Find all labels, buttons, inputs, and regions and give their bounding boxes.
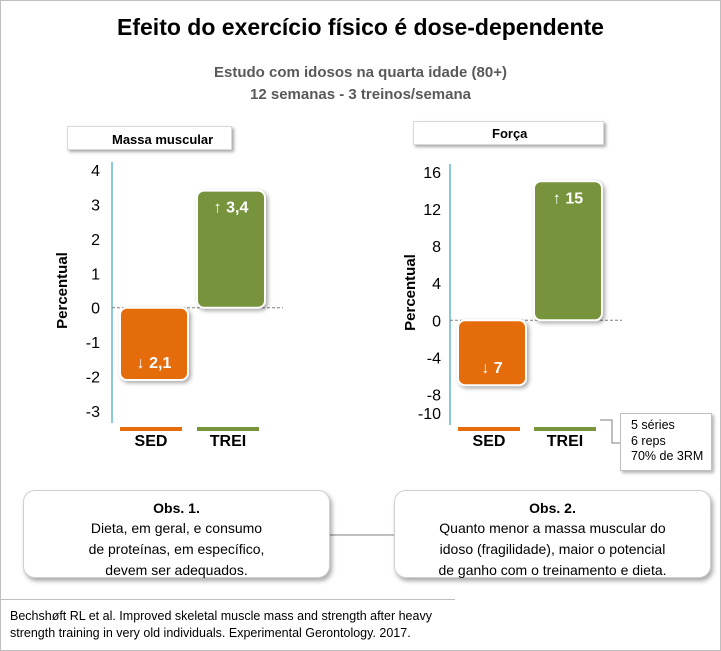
category-label: SED — [135, 433, 168, 450]
reference-divider — [0, 599, 455, 600]
y-tick-label: 4 — [432, 276, 441, 293]
reference-line-2: strength training in very old individual… — [10, 626, 411, 640]
y-tick-label: 12 — [423, 202, 441, 219]
category-swatch — [197, 427, 259, 431]
obs-2-line-1: Quanto menor a massa muscular do — [439, 520, 666, 536]
y-tick-label: 2 — [91, 232, 100, 249]
category-label: SED — [473, 433, 506, 450]
bar-sed: ↓ 2,1 — [119, 306, 189, 382]
obs-2-line-3: de ganho com o treinamento e dieta. — [438, 562, 667, 578]
bar-rect — [119, 306, 189, 382]
bar-rect — [533, 180, 603, 322]
y-tick-label: 0 — [91, 301, 100, 318]
y-tick-label: -10 — [418, 406, 441, 423]
y-tick-label: -3 — [86, 404, 100, 421]
obs-2-title: Obs. 2. — [529, 500, 576, 516]
subtitle-line-1: Estudo com idosos na quarta idade (80+) — [214, 64, 507, 81]
chart-2-title: Força — [413, 121, 604, 145]
obs-1-line-1: Dieta, em geral, e consumo — [90, 520, 263, 536]
bar-trei: ↑ 15 — [533, 180, 603, 322]
bar-rect — [196, 189, 266, 309]
reference: Bechshøft RL et al. Improved skeletal mu… — [10, 608, 432, 642]
note-line-reps: 6 reps — [631, 433, 666, 448]
category-swatch — [120, 427, 182, 431]
note-line-load: 70% de 3RM — [631, 449, 704, 463]
category-swatch — [458, 427, 520, 431]
obs-1-title: Obs. 1. — [153, 500, 200, 516]
bar-data-label: ↑ 3,4 — [214, 200, 249, 217]
bar-data-label: ↓ 7 — [481, 360, 502, 377]
training-protocol-note: 5 séries 6 reps 70% de 3RM — [620, 413, 712, 471]
obs-1-box: Obs. 1. Dieta, em geral, e consumo de pr… — [23, 490, 330, 578]
obs-1-line-2: de proteínas, em específico, — [88, 541, 265, 557]
note-line-sets: 5 séries — [631, 418, 675, 432]
obs-2-box: Obs. 2. Quanto menor a massa muscular do… — [394, 490, 711, 578]
category-label: TREI — [210, 433, 246, 450]
subtitle-line-2: 12 semanas - 3 treinos/semana — [250, 86, 471, 103]
category-label: TREI — [547, 433, 583, 450]
page-title: Efeito do exercício físico é dose-depend… — [117, 14, 604, 40]
y-tick-label: -2 — [86, 370, 100, 387]
y-axis-label: Percentual — [54, 252, 71, 329]
bar-trei: ↑ 3,4 — [196, 189, 266, 309]
chart-1-title: Massa muscular — [67, 126, 232, 150]
y-tick-label: 8 — [432, 239, 441, 256]
y-tick-label: 4 — [91, 163, 100, 180]
y-tick-label: 1 — [91, 266, 100, 283]
reference-line-1: Bechshøft RL et al. Improved skeletal mu… — [10, 609, 432, 623]
category-swatch — [534, 427, 596, 431]
bar-data-label: ↑ 15 — [553, 190, 583, 207]
bar-rect — [457, 319, 527, 387]
y-tick-label: -1 — [86, 335, 100, 352]
obs-1-line-3: devem ser adequados. — [105, 562, 248, 578]
bar-sed: ↓ 7 — [457, 319, 527, 387]
y-tick-label: 16 — [423, 165, 441, 182]
obs-2-line-2: idoso (fragilidade), maior o potencial — [439, 541, 666, 557]
y-tick-label: 3 — [91, 197, 100, 214]
y-axis-label: Percentual — [402, 254, 419, 331]
bar-data-label: ↓ 2,1 — [137, 355, 172, 372]
y-tick-label: -4 — [427, 350, 441, 367]
y-tick-label: 0 — [432, 313, 441, 330]
y-tick-label: -8 — [427, 387, 441, 404]
